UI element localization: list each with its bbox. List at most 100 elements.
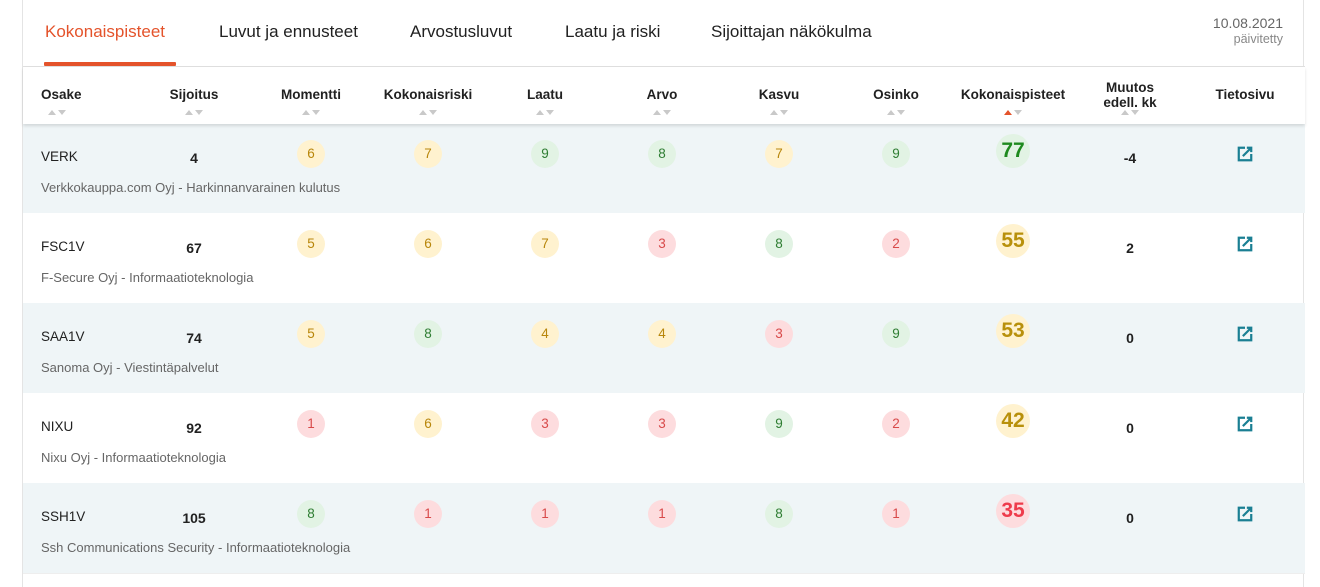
company-description: F-Secure Oyj - Informaatioteknologia — [41, 270, 254, 285]
updated-info: 10.08.2021 päivitetty — [1213, 15, 1283, 46]
arvo-score-badge: 1 — [648, 500, 676, 528]
table-row[interactable]: FSC1V F-Secure Oyj - Informaatioteknologi… — [23, 213, 1305, 303]
osinko-score-badge: 2 — [882, 230, 910, 258]
laatu-score-badge: 7 — [531, 230, 559, 258]
column-header-kokonaisriski[interactable]: Kokonaisriski — [383, 87, 473, 102]
kokonaisriski-score-badge: 8 — [414, 320, 442, 348]
ticker[interactable]: VERK — [41, 149, 78, 164]
muutos-value: 0 — [1126, 510, 1134, 526]
updated-date: 10.08.2021 — [1212, 15, 1283, 31]
laatu-score-badge: 1 — [531, 500, 559, 528]
laatu-score-badge: 4 — [531, 320, 559, 348]
tab-kokonaispisteet[interactable]: Kokonaispisteet — [45, 22, 166, 41]
company-description: Nixu Oyj - Informaatioteknologia — [41, 450, 226, 465]
muutos-value: -4 — [1123, 150, 1137, 166]
column-header-kasvu[interactable]: Kasvu — [758, 87, 800, 102]
tab-luvut-ja-ennusteet[interactable]: Luvut ja ennusteet — [219, 22, 358, 41]
sort-arrows-icon[interactable] — [1120, 110, 1140, 115]
muutos-line1: Muutos — [1105, 80, 1154, 95]
column-header-muutos[interactable]: Muutos edell. kk — [1103, 80, 1156, 110]
column-header-momentti[interactable]: Momentti — [281, 87, 341, 102]
sijoitus-value: 92 — [186, 420, 202, 436]
tab-arvostusluvut[interactable]: Arvostusluvut — [410, 22, 513, 41]
kasvu-score-badge: 9 — [765, 410, 793, 438]
kasvu-score-badge: 3 — [765, 320, 793, 348]
osinko-score-badge: 9 — [882, 320, 910, 348]
osinko-score-badge: 2 — [882, 410, 910, 438]
sort-arrows-icon[interactable] — [652, 110, 672, 115]
stock-scores-panel: Kokonaispisteet Luvut ja ennusteet Arvos… — [22, 0, 1305, 587]
tab-bar: Kokonaispisteet Luvut ja ennusteet Arvos… — [23, 0, 1305, 67]
kokonaisriski-score-badge: 7 — [414, 140, 442, 168]
muutos-value: 0 — [1126, 420, 1134, 436]
sort-arrows-icon[interactable] — [47, 110, 67, 115]
sijoitus-value: 74 — [186, 330, 202, 346]
sort-arrows-icon[interactable] — [535, 110, 555, 115]
ticker[interactable]: SSH1V — [41, 509, 86, 524]
kokonaisriski-score-badge: 6 — [414, 410, 442, 438]
momentti-score-badge: 8 — [297, 500, 325, 528]
table-header: Osake Sijoitus Momentti Kokonaisriski La… — [23, 67, 1305, 124]
column-header-kokonaispisteet[interactable]: Kokonaispisteet — [960, 87, 1066, 102]
total-score-badge: 53 — [996, 314, 1030, 348]
total-score-badge: 42 — [996, 404, 1030, 438]
external-link-icon[interactable] — [1234, 503, 1256, 525]
company-description: Sanoma Oyj - Viestintäpalvelut — [41, 360, 219, 375]
column-header-osinko[interactable]: Osinko — [873, 87, 919, 102]
sort-arrows-icon[interactable] — [418, 110, 438, 115]
total-score-badge: 35 — [996, 494, 1030, 528]
kokonaisriski-score-badge: 1 — [414, 500, 442, 528]
column-header-osake[interactable]: Osake — [41, 87, 82, 102]
tab-sijoittajan-nakokulma[interactable]: Sijoittajan näkökulma — [711, 22, 872, 41]
total-score-badge: 55 — [996, 224, 1030, 258]
external-link-icon[interactable] — [1234, 233, 1256, 255]
laatu-score-badge: 3 — [531, 410, 559, 438]
total-score-badge: 77 — [996, 134, 1030, 168]
table-row[interactable]: VERK Verkkokauppa.com Oyj - Harkinnanvara… — [23, 123, 1305, 213]
arvo-score-badge: 4 — [648, 320, 676, 348]
kasvu-score-badge: 8 — [765, 230, 793, 258]
column-header-arvo[interactable]: Arvo — [646, 87, 678, 102]
column-header-tietosivu: Tietosivu — [1215, 87, 1275, 102]
table-row[interactable]: SAA1V Sanoma Oyj - Viestintäpalvelut 74 5 8 4… — [23, 303, 1305, 393]
ticker[interactable]: NIXU — [41, 419, 74, 434]
external-link-icon[interactable] — [1234, 323, 1256, 345]
external-link-icon[interactable] — [1234, 143, 1256, 165]
laatu-score-badge: 9 — [531, 140, 559, 168]
sort-arrows-icon[interactable] — [769, 110, 789, 115]
column-header-laatu[interactable]: Laatu — [526, 87, 564, 102]
momentti-score-badge: 5 — [297, 320, 325, 348]
table-row[interactable]: NIXU Nixu Oyj - Informaatioteknologia 92 1 6… — [23, 393, 1305, 483]
active-tab-indicator — [44, 62, 176, 66]
kokonaisriski-score-badge: 6 — [414, 230, 442, 258]
ticker[interactable]: FSC1V — [41, 239, 85, 254]
updated-label: päivitetty — [1233, 32, 1283, 46]
momentti-score-badge: 5 — [297, 230, 325, 258]
company-description: Verkkokauppa.com Oyj - Harkinnanvarainen… — [41, 180, 341, 195]
sort-arrows-icon[interactable] — [886, 110, 906, 115]
sijoitus-value: 67 — [186, 240, 202, 256]
sijoitus-value: 105 — [182, 510, 206, 526]
osinko-score-badge: 1 — [882, 500, 910, 528]
tab-laatu-ja-riski[interactable]: Laatu ja riski — [565, 22, 661, 41]
company-description: Ssh Communications Security - Informaati… — [41, 540, 351, 555]
sort-arrows-icon[interactable] — [184, 110, 204, 115]
kasvu-score-badge: 8 — [765, 500, 793, 528]
muutos-value: 0 — [1126, 330, 1134, 346]
arvo-score-badge: 8 — [648, 140, 676, 168]
osinko-score-badge: 9 — [882, 140, 910, 168]
momentti-score-badge: 1 — [297, 410, 325, 438]
muutos-value: 2 — [1126, 240, 1134, 256]
table-row-partial — [23, 573, 1305, 587]
momentti-score-badge: 6 — [297, 140, 325, 168]
table-row[interactable]: SSH1V Ssh Communications Security - Infor… — [23, 483, 1305, 573]
sort-arrows-icon[interactable] — [301, 110, 321, 115]
ticker[interactable]: SAA1V — [41, 329, 85, 344]
column-header-sijoitus[interactable]: Sijoitus — [169, 87, 219, 102]
sijoitus-value: 4 — [190, 150, 198, 166]
kasvu-score-badge: 7 — [765, 140, 793, 168]
sort-arrows-icon[interactable] — [1003, 110, 1023, 115]
arvo-score-badge: 3 — [648, 410, 676, 438]
external-link-icon[interactable] — [1234, 413, 1256, 435]
muutos-line2: edell. kk — [1103, 95, 1157, 110]
